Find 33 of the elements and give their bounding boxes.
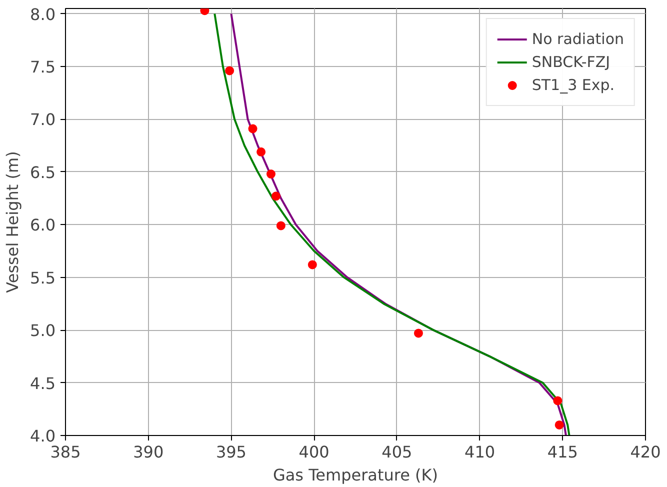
x-tick-label: 390 <box>133 442 164 462</box>
point <box>414 328 423 338</box>
y-tick-label: 4.0 <box>30 426 56 446</box>
y-axis-title: Vessel Height (m) <box>3 151 22 293</box>
y-tick-label: 7.0 <box>30 110 56 130</box>
y-tick-label: 5.0 <box>30 321 56 340</box>
legend-label: ST1_3 Exp. <box>532 76 615 94</box>
point <box>271 192 280 201</box>
point <box>553 396 562 406</box>
y-tick-label: 5.5 <box>30 268 56 288</box>
point <box>200 8 210 16</box>
point <box>248 124 258 134</box>
legend-label: SNBCK-FZJ <box>532 53 610 71</box>
x-tick-label: 395 <box>216 442 246 462</box>
x-tick-label: 420 <box>630 442 661 462</box>
x-tick-label: 405 <box>382 442 412 462</box>
y-tick-label: 6.5 <box>30 162 56 182</box>
point <box>308 260 317 270</box>
y-tick-label: 6.0 <box>30 216 56 235</box>
y-tick-label: 8.0 <box>30 4 56 24</box>
point <box>256 147 266 156</box>
x-tick-label: 410 <box>464 442 496 462</box>
point <box>554 420 564 430</box>
point <box>276 221 286 230</box>
y-tick-label: 7.5 <box>30 57 56 76</box>
x-tick-label: 415 <box>547 442 578 462</box>
point <box>225 66 234 76</box>
x-tick-label: 400 <box>298 442 330 462</box>
point <box>266 170 276 179</box>
legend-label: No radiation <box>532 30 624 48</box>
y-tick-label: 4.5 <box>30 374 56 393</box>
x-tick-label: 385 <box>50 442 81 462</box>
x-axis-title: Gas Temperature (K) <box>272 466 438 484</box>
